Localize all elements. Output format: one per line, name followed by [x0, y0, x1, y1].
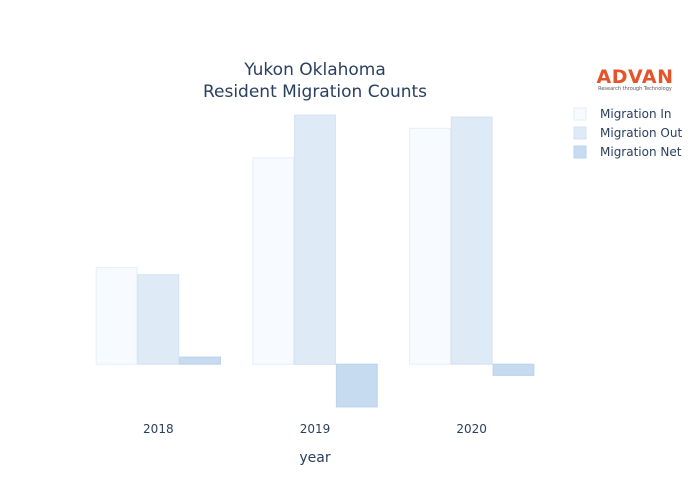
logo-tagline: Research through Technology — [598, 86, 672, 92]
legend-label-migration-net[interactable]: Migration Net — [600, 145, 682, 159]
legend: Migration In Migration Out Migration Net — [573, 107, 682, 159]
bar-migration-in-2019 — [252, 157, 295, 365]
logo-wordmark: ADVAN — [597, 66, 674, 88]
legend-swatch-migration-net[interactable] — [573, 145, 587, 159]
x-tick-label-2018: 2018 — [143, 422, 174, 436]
x-axis-title: year — [299, 450, 330, 466]
chart-title-line-1: Yukon Oklahoma — [243, 60, 386, 80]
bar-migration-net-2020 — [492, 363, 535, 376]
legend-swatch-migration-out[interactable] — [573, 126, 587, 140]
chart-title-line-2: Resident Migration Counts — [203, 82, 427, 102]
legend-label-migration-out[interactable]: Migration Out — [600, 126, 682, 140]
x-tick-labels: 2018 2019 2020 — [143, 422, 487, 436]
x-tick-label-2020: 2020 — [456, 422, 487, 436]
bar-migration-net-2019 — [335, 363, 378, 408]
bar-migration-out-2019 — [294, 114, 336, 365]
bar-migration-net-2018 — [179, 356, 221, 365]
bar-migration-in-2018 — [95, 267, 138, 365]
bars-group — [95, 114, 535, 408]
bar-migration-in-2020 — [409, 127, 451, 365]
advan-logo: ADVAN Research through Technology — [597, 66, 674, 92]
bar-migration-out-2020 — [450, 116, 493, 365]
legend-label-migration-in[interactable]: Migration In — [600, 107, 672, 121]
legend-swatch-migration-in[interactable] — [573, 107, 587, 121]
x-tick-label-2019: 2019 — [300, 422, 331, 436]
bar-migration-out-2018 — [137, 274, 180, 365]
